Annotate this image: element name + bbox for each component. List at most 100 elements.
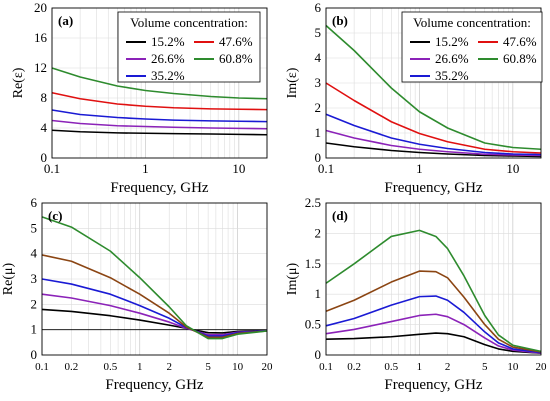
x-axis-title: Frequency, GHz <box>384 377 483 393</box>
x-tick-label: 5 <box>205 361 211 373</box>
series-line-4 <box>325 24 542 151</box>
y-tick-label: 6 <box>315 0 322 15</box>
x-tick-label: 0.2 <box>347 361 361 373</box>
y-tick-label: 2 <box>315 100 322 115</box>
y-tick-label: 1 <box>31 322 38 337</box>
x-axis-title: Frequency, GHz <box>384 180 483 196</box>
plot-frame <box>325 7 542 159</box>
legend-label-2: 35.2% <box>435 68 469 83</box>
panel-label: (c) <box>48 208 62 223</box>
series-line-2 <box>325 295 542 354</box>
legend: Volume concentration: 15.2% 26.6% 35.2% 47.6… <box>117 11 261 83</box>
legend: Volume concentration: 15.2% 26.6% 35.2% 47.6… <box>401 11 543 83</box>
y-tick-label: 20 <box>34 0 47 15</box>
chart-panel-a: 0 4 8 12 16 20 0.1 1 10 Frequency, GHz Re(ε) (a) Vol… <box>11 0 268 196</box>
series-line-1 <box>325 313 542 354</box>
series-line-0 <box>325 332 542 354</box>
x-tick-label: 10 <box>232 361 244 373</box>
y-tick-label: 4 <box>41 120 48 135</box>
x-tick-label: 1 <box>142 161 149 176</box>
x-tick-label: 0.5 <box>103 361 117 373</box>
legend-label-0: 15.2% <box>435 34 469 49</box>
legend-label-2: 35.2% <box>151 68 185 83</box>
series-line-1 <box>41 293 268 336</box>
y-tick-label: 16 <box>34 30 48 45</box>
plot-area <box>326 203 541 355</box>
x-tick-label: 0.1 <box>35 361 49 373</box>
series-line-3 <box>325 270 542 353</box>
y-tick-label: 2.5 <box>305 195 321 210</box>
x-tick-label: 20 <box>262 361 274 373</box>
series-line-2 <box>41 278 268 337</box>
x-tick-label: 2 <box>445 361 451 373</box>
y-tick-label: 0 <box>31 347 38 362</box>
panel-label: (b) <box>332 13 348 28</box>
series-line-1 <box>51 119 268 130</box>
y-tick-label: 6 <box>31 195 38 210</box>
y-tick-label: 3 <box>315 75 322 90</box>
y-tick-label: 5 <box>315 25 322 40</box>
y-tick-label: 4 <box>315 50 322 65</box>
legend-label-4: 60.8% <box>503 51 537 66</box>
y-tick-label: 12 <box>34 60 47 75</box>
y-tick-label: 5 <box>31 220 38 235</box>
y-tick-label: 0 <box>315 150 322 165</box>
y-tick-label: 2 <box>315 225 322 240</box>
y-tick-label: 1.5 <box>305 256 321 271</box>
y-tick-label: 4 <box>31 246 38 261</box>
y-tick-label: 0 <box>41 150 48 165</box>
panel-label: (a) <box>58 13 73 28</box>
series-line-2 <box>51 109 268 123</box>
y-tick-label: 3 <box>31 271 38 286</box>
legend-label-1: 26.6% <box>435 51 469 66</box>
y-axis-title: Im(ε) <box>285 67 300 98</box>
plot-frame <box>325 202 542 356</box>
series-line-4 <box>51 67 268 100</box>
x-axis-title: Frequency, GHz <box>110 180 209 196</box>
y-tick-label: 2 <box>31 296 38 311</box>
y-tick-label: 1 <box>315 125 322 140</box>
legend-label-4: 60.8% <box>219 51 253 66</box>
legend-title: Volume concentration: <box>413 15 531 30</box>
series-line-0 <box>41 308 268 334</box>
y-tick-label: 1 <box>315 286 322 301</box>
x-tick-label: 0.1 <box>318 161 334 176</box>
plot-frame <box>51 7 268 159</box>
chart-panel-b: 0 1 2 3 4 5 6 0.1 1 10 Frequency, GHz Im(ε) (b) Volum… <box>285 0 543 196</box>
y-tick-label: 8 <box>41 90 48 105</box>
series-line-3 <box>325 82 542 154</box>
legend-box <box>401 11 543 83</box>
series-line-2 <box>325 113 542 156</box>
legend-label-3: 47.6% <box>503 34 537 49</box>
x-tick-label: 0.1 <box>319 361 333 373</box>
x-tick-label: 10 <box>507 361 519 373</box>
x-tick-label: 1 <box>416 161 423 176</box>
y-axis-title: Re(ε) <box>11 67 26 98</box>
chart-panel-d: 0 0.5 1 1.5 2 2.5 0.1 0.2 0.5 1 2 5 10 20 Frequency, G… <box>285 195 547 393</box>
x-tick-label: 0.5 <box>384 361 398 373</box>
x-tick-label: 5 <box>482 361 488 373</box>
chart-panel-c: 0 1 2 3 4 5 6 0.1 0.2 0.5 1 2 5 10 20 Frequency, GHz Re(… <box>1 195 273 393</box>
legend-label-3: 47.6% <box>219 34 253 49</box>
x-tick-label: 1 <box>417 361 423 373</box>
series-line-4 <box>41 216 268 340</box>
legend-label-0: 15.2% <box>151 34 185 49</box>
x-tick-label: 2 <box>166 361 172 373</box>
x-tick-label: 0.1 <box>44 161 60 176</box>
x-tick-label: 10 <box>506 161 519 176</box>
y-tick-label: 0.5 <box>305 317 321 332</box>
series-line-0 <box>325 142 542 158</box>
x-axis-title: Frequency, GHz <box>105 377 204 393</box>
y-axis-title: Im(μ) <box>285 262 300 295</box>
series-line-3 <box>41 254 268 339</box>
legend-label-1: 26.6% <box>151 51 185 66</box>
y-tick-label: 0 <box>315 347 322 362</box>
x-tick-label: 0.2 <box>65 361 79 373</box>
series-line-4 <box>325 229 542 353</box>
series-line-3 <box>51 91 268 111</box>
x-tick-label: 1 <box>137 361 143 373</box>
panel-label: (d) <box>332 208 348 223</box>
series-line-1 <box>325 129 542 157</box>
legend-title: Volume concentration: <box>130 15 248 30</box>
